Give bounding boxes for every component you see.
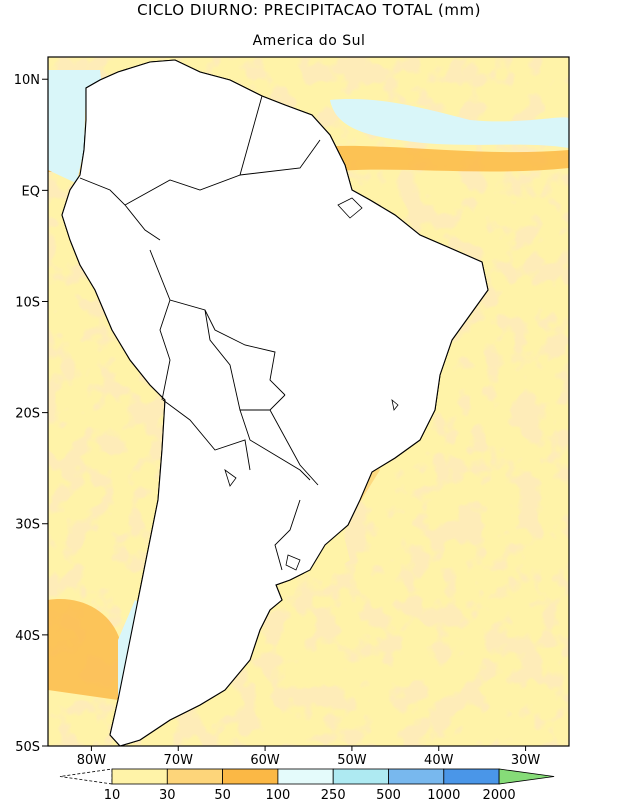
lon-tick-label: 70W xyxy=(164,753,194,768)
map-title: CICLO DIURNO: PRECIPITACAO TOTAL (mm) xyxy=(137,1,481,19)
colorbar-bin xyxy=(222,768,279,785)
colorbar: 10 30 50 100 250 500 1000 2000 xyxy=(59,768,555,800)
lat-tick-label: 50S xyxy=(15,740,40,755)
colorbar-low-arrow xyxy=(59,768,113,785)
colorbar-label: 100 xyxy=(265,788,290,800)
map-frame xyxy=(47,56,570,747)
colorbar-bin xyxy=(277,768,334,785)
islands xyxy=(224,197,399,571)
lat-tick-label: 10S xyxy=(15,295,40,310)
lon-tick-label: 40W xyxy=(424,753,454,768)
map-plot-area xyxy=(48,57,569,746)
atlantic-cyan-zone xyxy=(330,99,569,148)
colorbar-label: 250 xyxy=(321,788,346,800)
colorbar-bin xyxy=(166,768,224,785)
lat-tick-label: EQ xyxy=(22,184,40,199)
colorbar-bin xyxy=(388,768,445,785)
colorbar-label: 30 xyxy=(159,788,176,800)
lon-tick-label: 80W xyxy=(77,753,107,768)
colorbar-high-arrow xyxy=(498,768,555,785)
latitude-axis: 10N EQ 10S 20S 30S 40S 50S xyxy=(14,73,48,755)
lon-tick-label: 30W xyxy=(511,753,541,768)
lat-tick-label: 20S xyxy=(15,407,40,422)
south-pacific-orange xyxy=(48,599,120,700)
colorbar-label: 1000 xyxy=(427,788,460,800)
lat-tick-label: 10N xyxy=(14,73,40,88)
colorbar-label: 50 xyxy=(214,788,231,800)
longitude-axis: 80W 70W 60W 50W 40W 30W xyxy=(77,746,541,768)
colorbar-label: 10 xyxy=(104,788,121,800)
lat-tick-label: 40S xyxy=(15,629,40,644)
lon-tick-label: 60W xyxy=(250,753,280,768)
country-borders xyxy=(79,95,321,571)
colorbar-bin xyxy=(443,768,500,785)
colorbar-bin xyxy=(111,768,168,785)
colorbar-bin xyxy=(332,768,389,785)
colorbar-label: 500 xyxy=(376,788,401,800)
colorbar-label: 2000 xyxy=(483,788,516,800)
lon-tick-label: 50W xyxy=(337,753,367,768)
map-subtitle: America do Sul xyxy=(252,33,366,49)
lat-tick-label: 30S xyxy=(15,518,40,533)
